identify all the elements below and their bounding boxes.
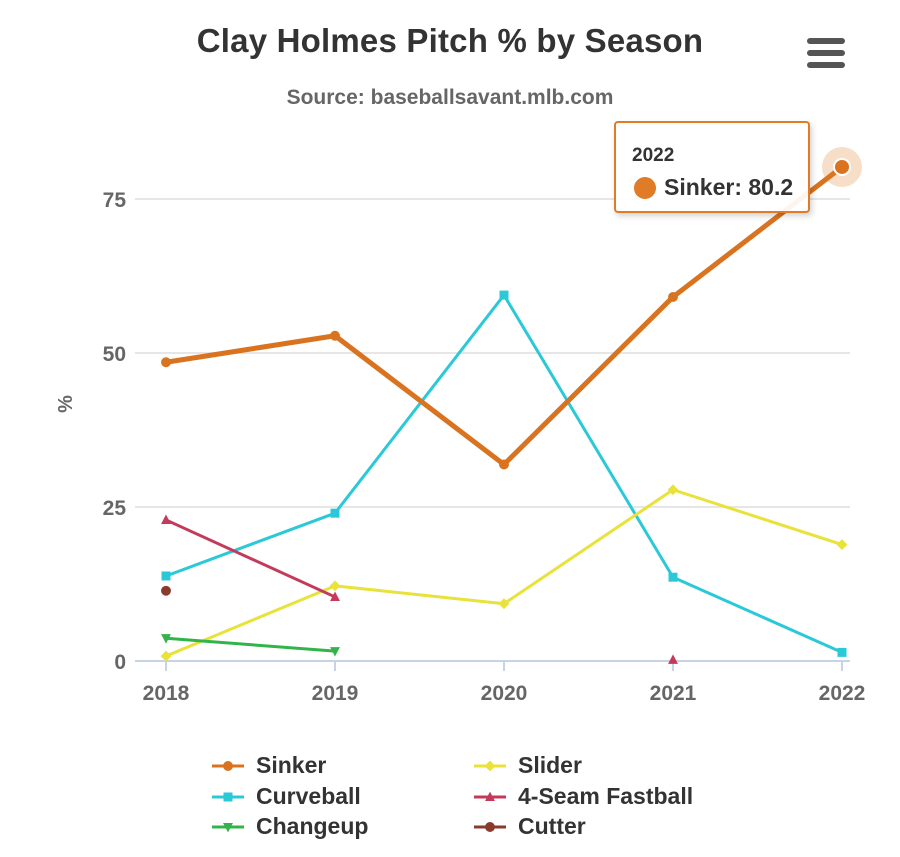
data-point-curveball[interactable]	[668, 572, 678, 582]
data-point-slider[interactable]	[498, 598, 510, 610]
x-tick-label: 2022	[819, 682, 866, 705]
x-tick-label: 2021	[650, 682, 697, 705]
tooltip-value: 80.2	[748, 174, 794, 200]
data-point-curveball[interactable]	[161, 571, 171, 581]
legend-label: Curveball	[256, 783, 361, 809]
chart-title: Clay Holmes Pitch % by Season	[196, 22, 704, 59]
data-point-sinker[interactable]	[499, 459, 509, 470]
tooltip-value-line: Sinker: 80.2	[664, 174, 794, 200]
data-point-slider[interactable]	[160, 650, 172, 662]
legend-label: Sinker	[256, 752, 327, 778]
series-4-seam-fastball[interactable]	[161, 514, 678, 664]
data-point-slider[interactable]	[836, 539, 848, 550]
x-tick-label: 2018	[143, 682, 190, 705]
data-point-4-seam-fastball[interactable]	[668, 654, 678, 664]
legend-label: 4-Seam Fastball	[518, 783, 694, 809]
legend-marker-icon	[223, 761, 233, 771]
tooltip-category: 2022	[632, 145, 675, 166]
highlighted-data-point[interactable]	[833, 157, 851, 176]
tooltip: 2022 Sinker: 80.2	[614, 121, 810, 213]
legend-label: Slider	[518, 752, 582, 778]
series-slider[interactable]	[160, 484, 848, 662]
hamburger-menu-icon[interactable]	[806, 36, 846, 70]
data-point-4-seam-fastball[interactable]	[161, 514, 171, 524]
data-point-sinker[interactable]	[330, 330, 340, 341]
y-tick-label: 50	[103, 343, 126, 366]
data-point-slider[interactable]	[667, 484, 679, 496]
legend-symbol-icon	[212, 761, 244, 771]
legend-marker-icon	[223, 792, 233, 802]
series-cutter[interactable]	[161, 585, 171, 596]
legend-symbol-icon	[474, 791, 506, 802]
y-axis-label: %	[55, 395, 77, 413]
legend-label: Cutter	[518, 813, 586, 839]
y-tick-label: 0	[114, 651, 126, 674]
data-point-4-seam-fastball[interactable]	[330, 591, 340, 601]
legend-marker-icon	[484, 760, 496, 772]
data-point-sinker[interactable]	[668, 291, 678, 302]
series-changeup[interactable]	[161, 634, 340, 657]
data-point-curveball[interactable]	[499, 290, 509, 300]
y-tick-label: 25	[103, 497, 127, 520]
data-point-changeup[interactable]	[330, 647, 340, 657]
data-point-changeup[interactable]	[161, 634, 171, 644]
series-line-slider[interactable]	[164, 488, 844, 658]
data-point-cutter[interactable]	[161, 585, 171, 596]
data-point-slider[interactable]	[329, 580, 341, 592]
data-point-curveball[interactable]	[330, 508, 340, 518]
legend-marker-icon	[223, 822, 233, 833]
series-curveball[interactable]	[161, 290, 847, 657]
tooltip-marker-icon	[634, 177, 656, 199]
x-tick-label: 2020	[481, 682, 528, 705]
legend-symbol-icon	[212, 822, 244, 833]
legend-symbol-icon	[212, 792, 244, 802]
legend-symbol-icon	[474, 822, 506, 832]
chart-subtitle: Source: baseballsavant.mlb.com	[286, 86, 614, 109]
legend-symbol-icon	[474, 760, 506, 772]
y-tick-label: 75	[103, 189, 127, 212]
tooltip-series-name: Sinker	[664, 174, 735, 200]
legend-marker-icon	[485, 822, 495, 832]
data-point-sinker[interactable]	[161, 357, 171, 368]
x-tick-label: 2019	[312, 682, 359, 705]
data-point-curveball[interactable]	[837, 647, 847, 657]
legend-label: Changeup	[256, 813, 369, 839]
legend-marker-icon	[485, 791, 495, 802]
series-line-changeup[interactable]	[164, 636, 337, 653]
